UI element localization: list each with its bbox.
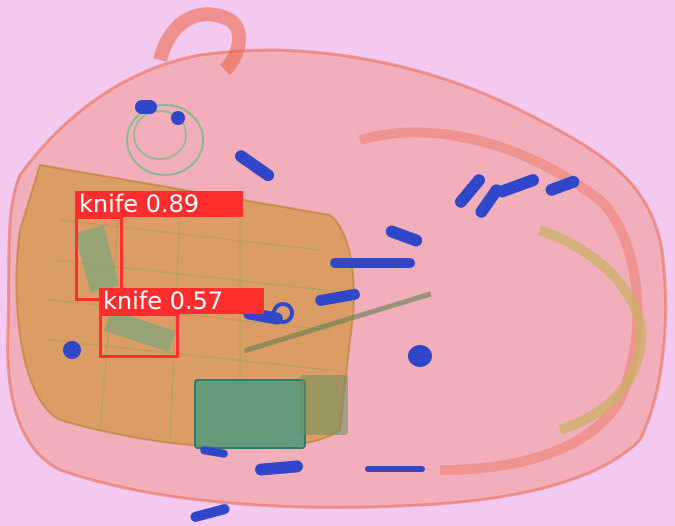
bag-handle	[153, 7, 247, 75]
bag-panel	[358, 127, 643, 475]
zipper-pull	[545, 175, 580, 196]
zipper-pull	[190, 504, 230, 522]
zipper-pull	[365, 466, 425, 472]
long-rod	[243, 291, 432, 354]
zipper-pull	[315, 288, 360, 306]
metal-cylinder	[408, 345, 432, 367]
coiled-cable-inner	[133, 110, 187, 160]
metal-button	[63, 341, 81, 359]
coiled-cable	[126, 104, 204, 176]
detection-label-knife-1: knife 0.89	[75, 191, 243, 217]
circuit-board-secondary	[300, 375, 348, 435]
detection-label-knife-2: knife 0.57	[99, 288, 264, 314]
zipper-pull	[255, 460, 303, 476]
knife-blade	[104, 310, 176, 352]
zipper-pull	[475, 184, 503, 218]
zipper-pull	[495, 174, 539, 198]
bag-strap	[538, 225, 647, 435]
metal-ring	[272, 302, 294, 324]
knife-blade	[74, 225, 120, 293]
zipper-pull	[330, 258, 415, 268]
zipper-pull	[200, 446, 228, 458]
zipper-pull	[455, 174, 485, 208]
circuit-board	[194, 379, 306, 449]
metal-clip	[135, 100, 157, 114]
zipper-pull	[385, 225, 423, 247]
zipper-pull	[235, 150, 275, 182]
metal-clip	[171, 111, 185, 125]
detection-box-knife-2	[99, 313, 179, 358]
